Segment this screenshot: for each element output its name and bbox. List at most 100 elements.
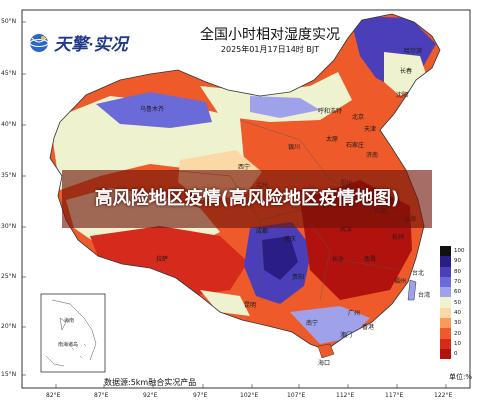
- legend-swatch: [440, 348, 451, 360]
- city-label: 成都: [256, 228, 269, 235]
- legend-label: 0: [454, 351, 458, 358]
- city-label: 长沙: [332, 256, 345, 263]
- city-label: 香港: [362, 324, 375, 331]
- city-label: 呼和浩特: [318, 108, 343, 115]
- city-label: 银川: [288, 144, 301, 151]
- legend-row: 30: [440, 318, 466, 329]
- city-label: 福州: [394, 278, 407, 285]
- city-label: 天津: [364, 126, 377, 133]
- legend-swatch: [440, 276, 451, 288]
- field-tibet: [90, 226, 248, 296]
- legend-row: 20: [440, 328, 466, 339]
- field-mongolia-humid: [250, 96, 320, 118]
- legend-label: 100: [454, 248, 465, 255]
- boundary-2: [239, 119, 331, 181]
- lon-label: 117°E: [385, 392, 404, 399]
- legend-label: 80: [454, 268, 461, 275]
- legend-row: 40: [440, 307, 466, 319]
- legend-label: 70: [454, 279, 461, 286]
- legend-swatch: [440, 297, 451, 308]
- field-tianshan-humid: [96, 92, 212, 128]
- legend-swatch: [440, 256, 451, 267]
- city-label: 杭州: [392, 234, 405, 241]
- overlay-banner: 高风险地区疫情(高风险地区疫情地图): [62, 170, 432, 228]
- lon-label: 97°E: [193, 392, 208, 399]
- inset-coastline: [51, 299, 97, 361]
- lon-ticks: [55, 384, 447, 388]
- lon-label: 122°E: [434, 392, 453, 399]
- city-label: 沈阳: [396, 92, 409, 99]
- legend-label: 90: [454, 258, 461, 265]
- legend-row: 50: [440, 297, 466, 308]
- legend-row: 0: [440, 348, 466, 360]
- map-title: 全国小时相对湿度实况: [200, 27, 340, 43]
- legend-row: 10: [440, 338, 466, 349]
- legend-swatch: [440, 318, 451, 329]
- city-label: 广州: [348, 310, 361, 317]
- lat-label: 20°N: [1, 323, 17, 330]
- lat-ticks: [22, 21, 26, 376]
- legend-row: 90: [440, 256, 466, 267]
- city-label: 太原: [326, 136, 339, 143]
- legend-label: 20: [454, 330, 461, 337]
- city-label: 重庆: [284, 236, 297, 243]
- brand-logo: 天擎·实况: [28, 30, 128, 55]
- legend-label: 40: [454, 309, 461, 316]
- legend-swatch: [440, 328, 451, 339]
- lat-label: 25°N: [1, 273, 17, 280]
- lat-label: 50°N: [1, 18, 17, 25]
- city-label: 北京: [352, 114, 365, 121]
- legend-row: 60: [440, 287, 466, 298]
- city-label: 长春: [400, 68, 413, 75]
- lon-label: 87°E: [94, 392, 109, 399]
- legend-label: 30: [454, 320, 461, 327]
- map-time: 2025年01月17日14时 BJT: [220, 45, 320, 54]
- inset-islands: [45, 343, 87, 367]
- legend-label: 10: [454, 340, 461, 347]
- city-label: 贵阳: [292, 274, 305, 281]
- legend-row: 80: [440, 266, 466, 277]
- lon-label: 102°E: [240, 392, 259, 399]
- data-source: 数据源:5km融合实况产品: [104, 378, 197, 387]
- city-label: 澳门: [340, 332, 353, 339]
- lat-label: 35°N: [1, 172, 17, 179]
- boundary-5: [259, 219, 263, 301]
- field-sichuan-core: [262, 236, 298, 280]
- field-yunnan-dry: [200, 290, 250, 316]
- city-label: 台湾: [418, 292, 431, 299]
- globe-logo-icon: [29, 33, 49, 52]
- city-label: 济南: [366, 152, 379, 159]
- legend-swatch: [440, 287, 451, 298]
- legend-swatch: [440, 338, 451, 349]
- inset-label-nanhai: 南海诸岛: [58, 341, 78, 348]
- legend-swatch: [440, 307, 451, 319]
- city-label: 哈尔滨: [404, 48, 423, 55]
- legend-swatch: [440, 266, 451, 277]
- boundary-6: [339, 259, 401, 271]
- city-label: 南昌: [364, 256, 377, 263]
- legend-label: 60: [454, 289, 461, 296]
- brand-name: 天擎·实况: [54, 35, 128, 54]
- city-label: 乌鲁木齐: [140, 106, 165, 113]
- inset-label-hainan: 海南: [64, 317, 74, 324]
- lat-label: 40°N: [1, 121, 17, 128]
- legend-label: 50: [454, 299, 461, 306]
- lat-label: 15°N: [1, 371, 17, 378]
- lon-label: 112°E: [336, 392, 355, 399]
- lon-label: 92°E: [143, 392, 158, 399]
- lat-label: 45°N: [1, 70, 17, 77]
- lon-label: 107°E: [287, 392, 306, 399]
- city-label: 海口: [318, 360, 331, 367]
- overlay-text: 高风险地区疫情(高风险地区疫情地图): [94, 188, 400, 209]
- hainan-island: [317, 343, 335, 359]
- lat-label: 30°N: [1, 223, 17, 230]
- city-label: 石家庄: [346, 142, 365, 149]
- city-label: 拉萨: [156, 256, 169, 263]
- legend-swatch: [440, 246, 451, 257]
- legend-row: 100: [440, 246, 466, 257]
- city-label: 南宁: [306, 320, 319, 327]
- legend-row: 70: [440, 276, 466, 288]
- city-label: 台北: [412, 270, 425, 277]
- city-label: 武汉: [340, 226, 353, 233]
